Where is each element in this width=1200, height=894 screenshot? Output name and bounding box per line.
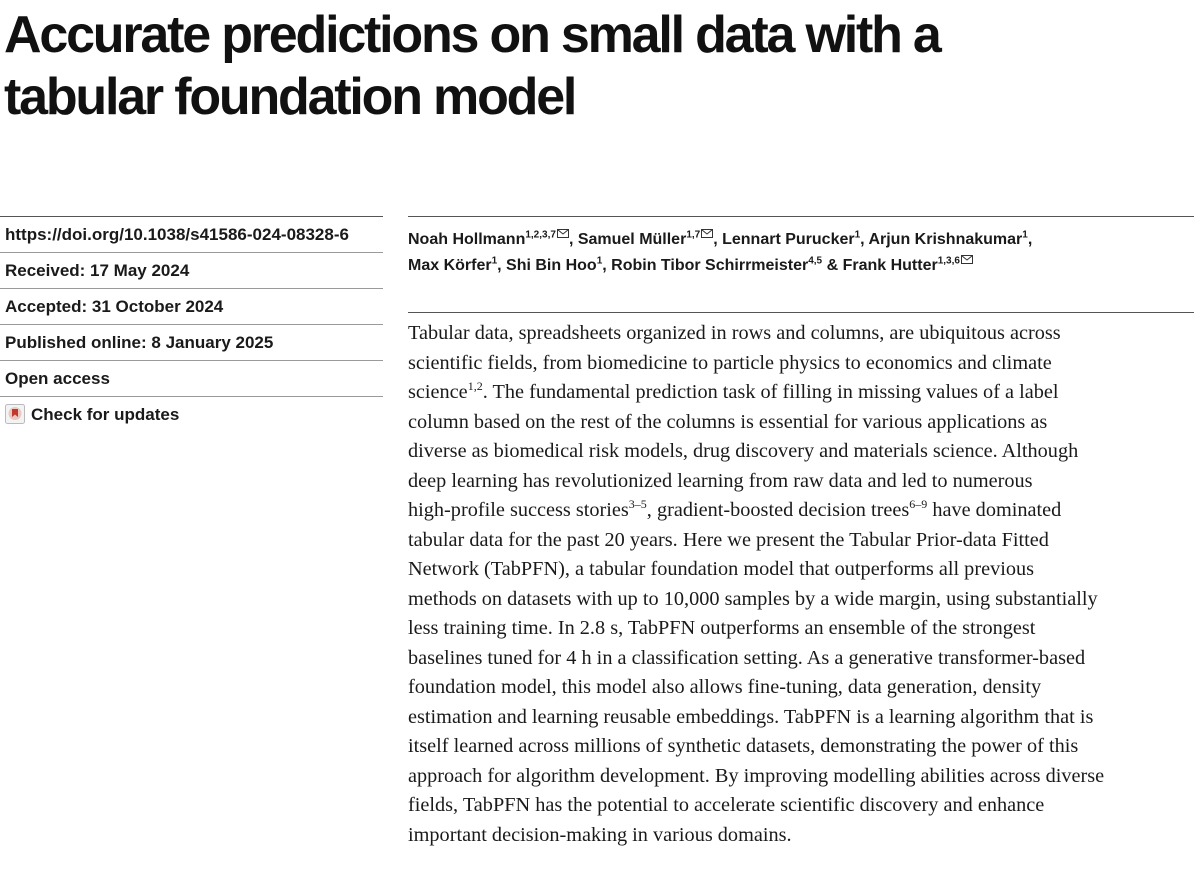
author-separator: , <box>568 231 578 248</box>
author-separator: , <box>1027 231 1033 248</box>
email-icon[interactable] <box>960 255 973 264</box>
citation-ref[interactable]: 1,2 <box>467 379 483 394</box>
abstract-line: foundation model, this model also allows… <box>408 676 1042 698</box>
author-separator: , <box>602 257 612 274</box>
author-affiliation: 4,5 <box>808 255 823 267</box>
email-icon[interactable] <box>701 229 714 238</box>
author-separator: , <box>713 231 723 248</box>
author-affiliation: 1 <box>854 229 861 241</box>
abstract-text: . The fundamental prediction task of fil… <box>482 381 1059 403</box>
author-affiliation: 1,2,3,7 <box>525 229 556 241</box>
author-name[interactable]: Robin Tibor Schirrmeister <box>611 257 809 274</box>
abstract-text: science <box>408 381 468 403</box>
citation-ref[interactable]: 3–5 <box>628 497 647 512</box>
abstract-line: methods on datasets with up to 10,000 sa… <box>408 587 1098 610</box>
author-affiliation: 1,7 <box>686 229 701 241</box>
author-affiliation: 1 <box>491 255 498 267</box>
abstract-line: approach for algorithm development. By i… <box>408 764 1105 787</box>
abstract-line: baselines tuned for 4 h in a classificat… <box>408 646 1086 669</box>
abstract: Tabular data, spreadsheets organized in … <box>408 319 1194 850</box>
author-separator: , <box>860 231 869 248</box>
published-date: Published online: 8 January 2025 <box>0 325 383 361</box>
abstract-line: scientific fields, from biomedicine to p… <box>408 351 1052 374</box>
article-title: Accurate predictions on small data with … <box>4 4 1194 128</box>
abstract-line: science1,2. The fundamental prediction t… <box>408 378 1194 408</box>
authors-section: Noah Hollmann1,2,3,7, Samuel Müller1,7, … <box>408 216 1194 279</box>
abstract-divider <box>408 312 1194 313</box>
author-name[interactable]: Lennart Purucker <box>722 231 855 248</box>
title-line-2: tabular foundation model <box>4 68 577 126</box>
title-line-1: Accurate predictions on small data with … <box>4 6 942 64</box>
abstract-line: itself learned across millions of synthe… <box>408 735 1079 757</box>
abstract-text: have dominated <box>927 499 1062 521</box>
author-separator: & <box>822 257 843 274</box>
email-icon[interactable] <box>556 229 569 238</box>
open-access-label: Open access <box>0 361 383 397</box>
abstract-line: high-profile success stories3–5, gradien… <box>408 496 1194 526</box>
author-name[interactable]: Arjun Krishnakumar <box>868 231 1023 248</box>
accepted-date: Accepted: 31 October 2024 <box>0 289 383 325</box>
check-updates-label: Check for updates <box>31 405 180 424</box>
abstract-line: diverse as biomedical risk models, drug … <box>408 440 1079 462</box>
abstract-line: tabular data for the past 20 years. Here… <box>408 528 1049 551</box>
received-date: Received: 17 May 2024 <box>0 253 383 289</box>
abstract-line: less training time. In 2.8 s, TabPFN out… <box>408 617 1036 639</box>
abstract-line: Tabular data, spreadsheets organized in … <box>408 322 1061 344</box>
abstract-line: deep learning has revolutionized learnin… <box>408 469 1033 492</box>
citation-ref[interactable]: 6–9 <box>909 497 928 512</box>
author-separator: , <box>497 257 507 274</box>
check-updates-icon <box>5 404 25 424</box>
author-affiliation: 1 <box>596 255 603 267</box>
author-name[interactable]: Noah Hollmann <box>408 231 526 248</box>
abstract-line: column based on the rest of the columns … <box>408 410 1048 433</box>
author-name[interactable]: Shi Bin Hoo <box>506 257 597 274</box>
author-list: Noah Hollmann1,2,3,7, Samuel Müller1,7, … <box>408 217 1194 279</box>
abstract-line: estimation and learning reusable embeddi… <box>408 705 1094 728</box>
article-metadata: https://doi.org/10.1038/s41586-024-08328… <box>0 216 383 433</box>
abstract-line: Network (TabPFN), a tabular foundation m… <box>408 558 1035 580</box>
author-name[interactable]: Frank Hutter <box>842 257 938 274</box>
abstract-line: important decision-making in various dom… <box>408 823 792 846</box>
abstract-text: high-profile success stories <box>408 499 629 521</box>
author-name[interactable]: Samuel Müller <box>577 231 687 248</box>
abstract-text: , gradient-boosted decision trees <box>646 499 910 521</box>
check-for-updates-button[interactable]: Check for updates <box>0 397 383 433</box>
author-name[interactable]: Max Körfer <box>408 257 492 274</box>
author-affiliation: 1 <box>1022 229 1028 241</box>
author-affiliation: 1,3,6 <box>937 255 960 267</box>
doi-link[interactable]: https://doi.org/10.1038/s41586-024-08328… <box>0 217 383 253</box>
abstract-line: fields, TabPFN has the potential to acce… <box>408 794 1045 816</box>
